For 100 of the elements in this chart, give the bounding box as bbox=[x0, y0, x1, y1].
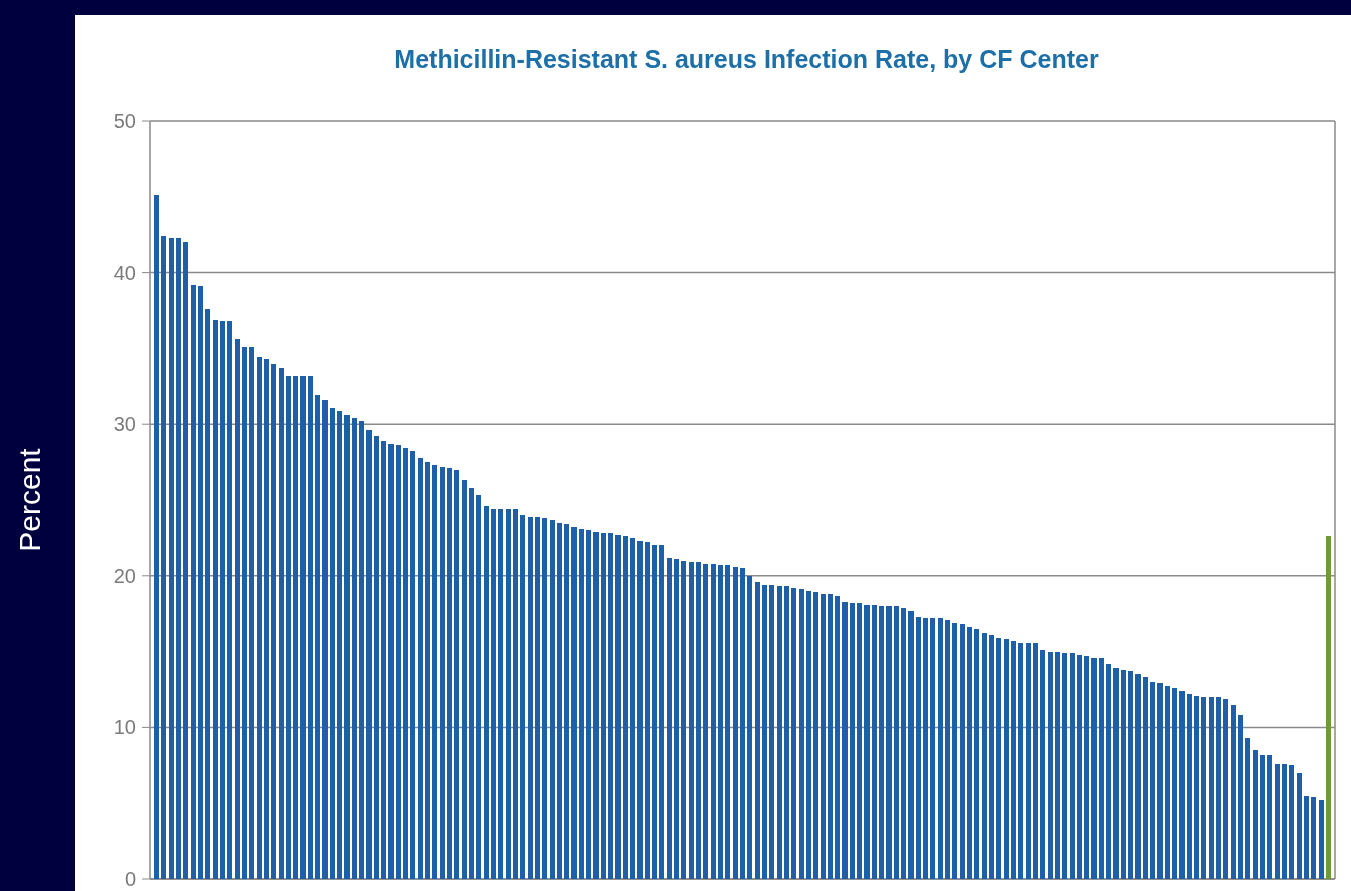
y-tick-label: 0 bbox=[124, 868, 136, 890]
bar bbox=[315, 395, 321, 879]
bar bbox=[952, 622, 958, 879]
bar bbox=[1223, 698, 1229, 879]
bar bbox=[1098, 657, 1104, 879]
bar bbox=[739, 568, 746, 879]
bar bbox=[1230, 704, 1236, 879]
bar bbox=[827, 593, 833, 879]
bar bbox=[381, 440, 387, 879]
bar bbox=[791, 587, 797, 879]
bar bbox=[197, 286, 204, 879]
bar bbox=[703, 563, 709, 879]
bar bbox=[959, 624, 965, 879]
bar bbox=[344, 415, 350, 879]
bar bbox=[490, 509, 497, 879]
bar bbox=[432, 465, 438, 879]
bar bbox=[666, 557, 672, 879]
bar bbox=[1076, 654, 1082, 879]
bar bbox=[783, 586, 790, 879]
bar bbox=[688, 562, 694, 879]
bar bbox=[1267, 754, 1273, 879]
bar bbox=[564, 524, 570, 879]
bar bbox=[571, 527, 577, 879]
bar bbox=[923, 618, 929, 879]
bar bbox=[373, 436, 379, 879]
bar bbox=[1201, 697, 1207, 879]
bar bbox=[278, 368, 284, 879]
bar bbox=[1281, 763, 1288, 879]
bar bbox=[761, 584, 768, 879]
bar bbox=[805, 590, 811, 879]
bar bbox=[974, 628, 980, 879]
bar bbox=[1106, 663, 1112, 879]
bar bbox=[593, 531, 599, 879]
bar bbox=[717, 565, 724, 879]
bar bbox=[351, 418, 357, 879]
bar bbox=[300, 375, 306, 879]
bar bbox=[234, 339, 240, 879]
bar bbox=[1208, 697, 1214, 879]
bar bbox=[857, 603, 863, 879]
bar bbox=[820, 593, 826, 879]
bar bbox=[1237, 715, 1244, 879]
bar bbox=[1084, 656, 1090, 879]
bar bbox=[996, 637, 1002, 879]
bar bbox=[1069, 653, 1075, 879]
bar bbox=[476, 495, 482, 879]
bar bbox=[630, 537, 636, 879]
bar bbox=[190, 284, 196, 879]
bar bbox=[388, 443, 394, 879]
bar bbox=[227, 321, 233, 879]
bar bbox=[395, 445, 401, 879]
bar bbox=[776, 586, 782, 879]
bar bbox=[893, 606, 899, 879]
bar bbox=[1128, 671, 1134, 879]
bar bbox=[1296, 772, 1302, 879]
bar bbox=[498, 509, 504, 879]
bar bbox=[1179, 691, 1185, 879]
bar bbox=[622, 536, 628, 879]
bar bbox=[1032, 642, 1039, 879]
bar bbox=[710, 563, 716, 879]
bar bbox=[468, 487, 475, 879]
bar bbox=[527, 516, 533, 879]
bar bbox=[461, 480, 467, 879]
bar bbox=[908, 610, 914, 879]
bar bbox=[754, 581, 760, 879]
bar bbox=[747, 575, 753, 879]
bar bbox=[161, 236, 167, 879]
bar bbox=[1259, 754, 1266, 879]
bar bbox=[410, 451, 416, 879]
y-tick-label: 50 bbox=[113, 110, 136, 132]
bar bbox=[1303, 795, 1310, 879]
bar bbox=[1245, 738, 1251, 879]
bar bbox=[966, 627, 973, 879]
bar bbox=[798, 589, 804, 879]
bar bbox=[1157, 683, 1163, 879]
bar bbox=[249, 346, 255, 879]
bar bbox=[512, 509, 519, 879]
bar bbox=[205, 308, 211, 879]
bar bbox=[652, 545, 658, 879]
bar bbox=[1274, 763, 1280, 879]
bar bbox=[813, 592, 819, 879]
bar bbox=[1311, 797, 1317, 879]
bar bbox=[1318, 800, 1324, 879]
y-tick-label: 40 bbox=[113, 261, 136, 284]
bar bbox=[154, 195, 160, 879]
bar bbox=[732, 566, 738, 879]
bar bbox=[769, 584, 775, 879]
bar bbox=[454, 469, 460, 879]
bar bbox=[681, 560, 687, 879]
bar bbox=[879, 606, 885, 879]
bar bbox=[1142, 677, 1148, 879]
bar bbox=[1047, 651, 1053, 879]
bar bbox=[674, 559, 680, 879]
bar bbox=[542, 518, 548, 879]
bar bbox=[637, 540, 643, 879]
bar bbox=[1062, 653, 1068, 879]
bar bbox=[285, 375, 291, 879]
bar bbox=[271, 363, 277, 879]
bar bbox=[293, 375, 299, 879]
bar bbox=[1194, 695, 1200, 879]
bar bbox=[212, 319, 218, 879]
